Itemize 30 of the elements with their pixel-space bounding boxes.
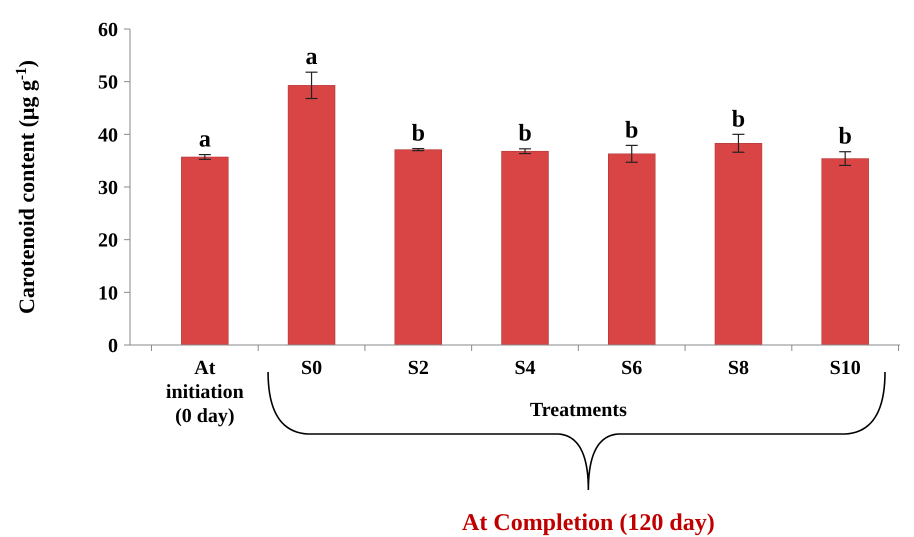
bar — [501, 150, 549, 346]
x-tick-label: S2 — [408, 357, 429, 379]
y-tick-label: 10 — [98, 282, 118, 304]
y-tick-label: 40 — [98, 124, 118, 146]
x-tick-label: S10 — [830, 357, 861, 379]
annotation: b — [518, 120, 532, 147]
annotation: a — [306, 44, 318, 70]
x-tick-label: S8 — [728, 357, 750, 379]
bar — [394, 149, 442, 346]
y-tick-label: 30 — [98, 177, 118, 199]
bar — [608, 154, 656, 346]
bar — [821, 158, 869, 346]
bar — [288, 85, 336, 346]
x-tick-label: At initiation (0 day) — [166, 357, 244, 427]
y-tick-label: 50 — [98, 72, 118, 94]
x-tick-label: S0 — [300, 357, 322, 379]
x-tick-label: S4 — [514, 357, 536, 379]
annotation: b — [838, 124, 852, 150]
bar — [714, 143, 762, 346]
bar — [181, 156, 229, 346]
annotation: b — [732, 106, 746, 132]
y-tick-label: 0 — [108, 335, 118, 357]
text: At Completion (120 day) — [462, 510, 715, 536]
annotation: b — [625, 117, 638, 144]
annotation: b — [412, 120, 425, 147]
x-axis-title: Treatments — [530, 399, 628, 421]
y-tick-label: 60 — [98, 19, 118, 41]
annotation: a — [198, 126, 211, 152]
x-tick-label: S6 — [621, 357, 642, 379]
y-tick-label: 20 — [98, 230, 118, 252]
